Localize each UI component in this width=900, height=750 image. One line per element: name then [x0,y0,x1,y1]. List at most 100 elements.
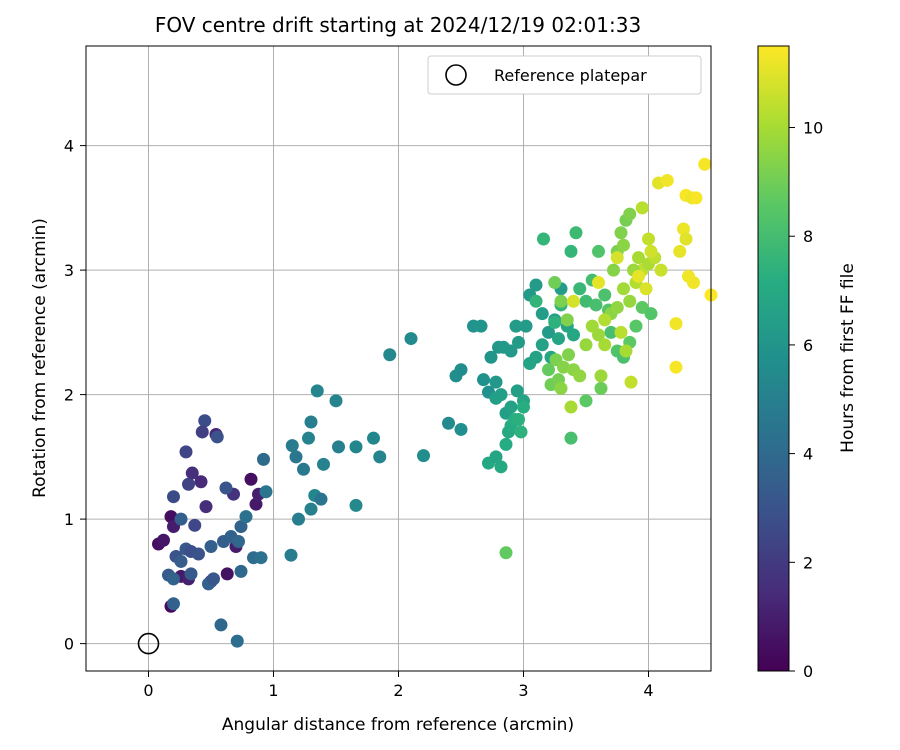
data-point [239,510,253,524]
data-point [499,546,513,560]
data-point [642,232,655,246]
data-point [167,572,180,586]
data-point [220,567,234,581]
data-point [529,278,543,292]
data-point [512,335,525,349]
y-tick-label: 1 [64,510,74,529]
data-point [589,298,603,312]
data-point [249,497,263,511]
x-tick-label: 0 [143,681,153,700]
data-point [548,315,562,329]
data-point [632,251,645,265]
data-point [604,325,618,339]
data-point [617,238,630,252]
data-point [598,313,612,327]
data-point [489,450,503,464]
data-point [514,425,528,439]
data-point [592,276,605,290]
data-point [573,282,587,296]
data-point [367,431,380,445]
data-point [519,319,533,333]
reference-point-marker [137,632,160,655]
y-tick-label: 4 [64,137,74,156]
data-point [564,431,578,445]
data-point [562,348,575,362]
data-point [567,294,580,308]
data-point [310,384,324,398]
data-point [184,567,198,581]
data-point [297,462,310,476]
data-point [164,510,178,524]
data-point [623,294,637,308]
data-point [174,512,188,526]
data-point [579,394,593,408]
data-point [617,282,630,296]
data-point [542,363,555,377]
data-point [614,226,628,240]
data-point [442,416,455,430]
data-point [644,307,658,321]
data-point [214,618,228,632]
data-point [244,472,258,486]
data-point [517,400,530,414]
colorbar-tick-label: 0 [803,662,813,681]
data-point [554,381,568,395]
data-point [610,300,624,314]
data-point [304,502,318,516]
data-point [157,533,170,547]
data-point [569,226,583,240]
data-point [687,276,700,290]
data-point [219,481,233,495]
colorbar-tick-label: 2 [803,553,813,572]
x-tick-label: 2 [393,681,403,700]
data-point [669,317,683,331]
data-point [529,294,543,308]
data-point [199,500,213,514]
data-point [349,498,363,512]
data-point [554,294,568,308]
data-point [619,344,633,358]
data-point [512,413,525,427]
data-point [195,425,209,439]
data-point [404,332,418,346]
data-point [614,325,628,339]
data-point [257,452,270,466]
data-point [194,475,208,489]
data-point [535,307,549,321]
data-point [660,173,674,187]
y-tick-label: 2 [64,386,74,405]
colorbar-ticks: 0 2 4 6 8 10 [789,119,823,681]
data-point [639,282,653,296]
legend-marker-icon [445,64,467,86]
data-point [689,191,703,205]
data-point [204,539,218,553]
data-point [537,232,550,246]
data-point [594,381,608,395]
x-tick-label: 1 [268,681,278,700]
data-point [383,348,397,362]
data-point [535,338,549,352]
colorbar-tick-label: 4 [803,445,813,464]
data-point [548,276,562,290]
data-point [232,535,245,549]
data-point [329,394,343,408]
legend: Reference platepar [427,55,702,95]
data-point [509,319,523,333]
y-axis-ticks: 0 1 2 3 4 [64,137,86,654]
data-point [373,450,387,464]
data-point [167,490,180,504]
data-point [573,369,587,383]
data-point [644,244,658,258]
data-point [557,360,570,374]
colorbar: 0 2 4 6 8 10 Hours from first FF file [757,45,858,681]
data-point [499,437,513,451]
data-point [198,414,212,428]
data-point [284,548,298,562]
data-point [629,319,643,333]
x-axis-label: Angular distance from reference (arcmin) [222,715,574,735]
data-point [302,431,315,445]
data-point [474,319,488,333]
colorbar-tick-label: 10 [803,119,823,138]
y-axis-label: Rotation from reference (arcmin) [30,218,50,498]
